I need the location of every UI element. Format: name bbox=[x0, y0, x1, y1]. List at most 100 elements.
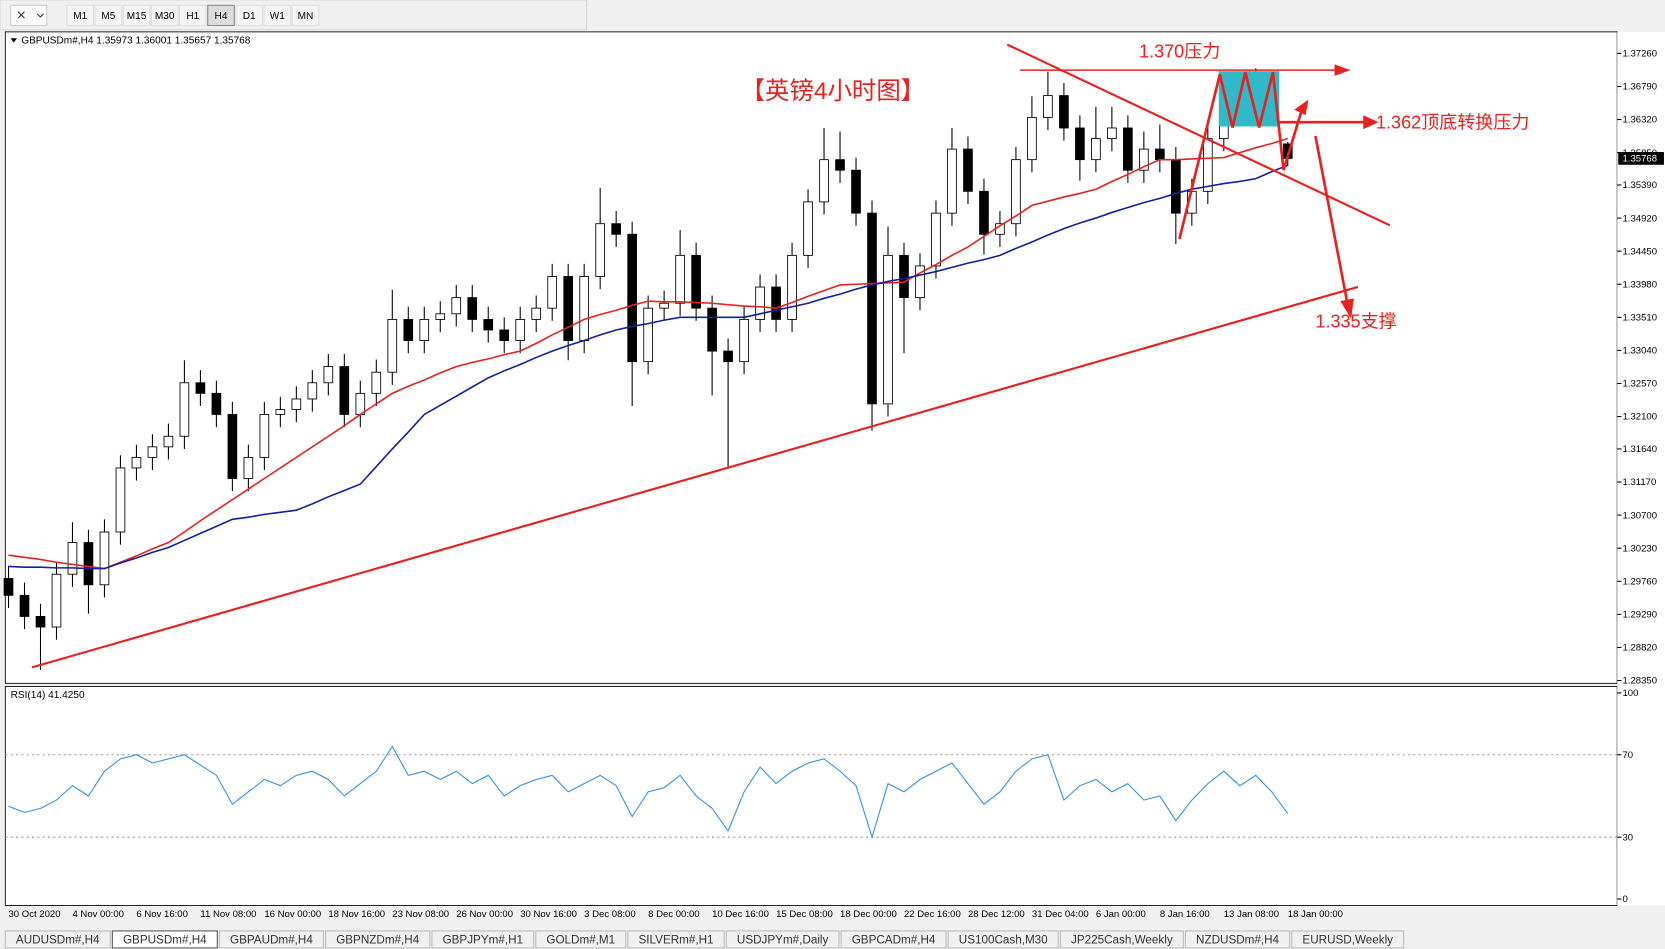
timeframe-button[interactable] bbox=[66, 4, 95, 27]
tab[interactable]: JP225Cash,Weekly bbox=[1059, 930, 1184, 949]
y-tick-label: 1.30700 bbox=[1622, 510, 1657, 521]
tab-box[interactable] bbox=[325, 930, 431, 949]
timeframe-label[interactable]: M1 bbox=[73, 11, 87, 22]
tab-label[interactable]: JP225Cash,Weekly bbox=[1071, 934, 1173, 947]
timeframe-button[interactable] bbox=[235, 4, 263, 27]
timeframe-button[interactable] bbox=[122, 4, 151, 27]
timeframe-label[interactable]: W1 bbox=[270, 11, 286, 22]
y-tick-label: 100 bbox=[1622, 688, 1638, 699]
annotation: 1.370压力 bbox=[1139, 41, 1220, 61]
arrow-head bbox=[1340, 298, 1354, 319]
tab-label[interactable]: SILVERm#,H1 bbox=[639, 934, 714, 947]
tab-label[interactable]: GBPNZDm#,H4 bbox=[336, 934, 420, 947]
timeframe-label[interactable]: M30 bbox=[155, 11, 175, 22]
timeframe-label[interactable]: MN bbox=[298, 11, 314, 22]
candle-body bbox=[947, 148, 957, 214]
tab[interactable]: GBPUSDm#,H4 bbox=[111, 930, 218, 949]
arrow-head bbox=[1363, 115, 1379, 130]
tab-label[interactable]: EURUSD,Weekly bbox=[1302, 934, 1393, 947]
tab[interactable]: US100Cash,M30 bbox=[947, 930, 1059, 949]
rsi-line bbox=[8, 745, 1289, 840]
candle-body bbox=[499, 329, 510, 341]
tab-label[interactable]: GBPCADm#,H4 bbox=[852, 934, 936, 947]
timeframe-label[interactable]: H1 bbox=[186, 11, 199, 22]
candle-body bbox=[851, 169, 861, 214]
tab-label[interactable]: NZDUSDm#,H4 bbox=[1196, 934, 1280, 947]
candle-body bbox=[931, 212, 941, 267]
candle-body bbox=[867, 212, 877, 405]
y-tick-label: 30 bbox=[1622, 832, 1633, 843]
candle-body bbox=[1011, 159, 1021, 225]
candle-body bbox=[835, 159, 845, 171]
timeframe-button[interactable] bbox=[179, 4, 207, 27]
tab-label[interactable]: US100Cash,M30 bbox=[959, 934, 1048, 947]
tab-box[interactable] bbox=[1059, 930, 1184, 949]
candle-body bbox=[979, 190, 989, 235]
tool-button[interactable] bbox=[10, 4, 48, 27]
tab-label[interactable]: AUDUSDm#,H4 bbox=[16, 934, 100, 947]
tab-box[interactable] bbox=[111, 930, 218, 949]
tab-box[interactable] bbox=[840, 930, 947, 949]
tab[interactable]: GBPNZDm#,H4 bbox=[325, 930, 431, 949]
tab[interactable]: GBPAUDm#,H4 bbox=[218, 930, 324, 949]
candle-body bbox=[963, 148, 973, 192]
tab-label[interactable]: GBPUSDm#,H4 bbox=[123, 934, 207, 947]
x-tick-label: 18 Dec 00:00 bbox=[840, 909, 897, 920]
candle-body bbox=[35, 616, 46, 628]
y-tick-label: 1.29290 bbox=[1622, 610, 1657, 621]
candle-body bbox=[755, 286, 765, 320]
y-tick-label: 1.32570 bbox=[1622, 379, 1657, 390]
timeframe-button[interactable] bbox=[150, 4, 179, 27]
x-tick-label: 18 Nov 16:00 bbox=[328, 909, 385, 920]
tab-label[interactable]: GOLDm#,M1 bbox=[546, 934, 615, 947]
tab-label[interactable]: USDJPYm#,Daily bbox=[737, 934, 829, 947]
tab-box[interactable] bbox=[4, 930, 111, 949]
tab[interactable]: GBPJPYm#,H1 bbox=[431, 930, 535, 949]
tab-box[interactable] bbox=[431, 930, 535, 949]
tab[interactable]: USDJPYm#,Daily bbox=[725, 930, 840, 949]
x-tick-label: 10 Dec 16:00 bbox=[712, 909, 769, 920]
tab-label[interactable]: GBPJPYm#,H1 bbox=[443, 934, 523, 947]
y-tick-label: 1.33040 bbox=[1622, 346, 1657, 357]
tab-box[interactable] bbox=[218, 930, 324, 949]
tab[interactable]: GOLDm#,M1 bbox=[535, 930, 627, 949]
timeframe-button[interactable] bbox=[94, 4, 123, 27]
tab-box[interactable] bbox=[947, 930, 1059, 949]
candle-body bbox=[83, 542, 94, 586]
x-tick-label: 31 Dec 04:00 bbox=[1032, 909, 1089, 920]
tab[interactable]: EURUSD,Weekly bbox=[1291, 930, 1405, 949]
timeframe-button[interactable] bbox=[263, 4, 292, 27]
tab[interactable]: SILVERm#,H1 bbox=[627, 930, 725, 949]
candle-body bbox=[1202, 138, 1213, 192]
timeframe-button[interactable] bbox=[291, 4, 320, 27]
candle-body bbox=[147, 446, 158, 458]
candle-body bbox=[19, 594, 30, 617]
timeframe-label[interactable]: M5 bbox=[101, 11, 115, 22]
x-tick-label: 30 Nov 16:00 bbox=[520, 909, 577, 920]
y-tick-label: 1.37260 bbox=[1622, 49, 1657, 60]
x-tick-label: 8 Jan 16:00 bbox=[1160, 909, 1210, 920]
rsi-panel bbox=[4, 686, 1618, 906]
y-tick-label: 1.35390 bbox=[1622, 180, 1657, 191]
x-tick-label: 16 Nov 00:00 bbox=[264, 909, 321, 920]
tab-box[interactable] bbox=[1184, 930, 1291, 949]
tab[interactable]: GBPCADm#,H4 bbox=[840, 930, 947, 949]
moving-average bbox=[8, 164, 1289, 570]
timeframe-label[interactable]: M15 bbox=[127, 11, 147, 22]
current-price-box bbox=[1618, 152, 1664, 165]
moving-average bbox=[8, 137, 1289, 570]
tab-box[interactable] bbox=[1291, 930, 1405, 949]
candle-body bbox=[723, 350, 733, 363]
x-tick-label: 6 Nov 16:00 bbox=[136, 909, 187, 920]
tab-box[interactable] bbox=[627, 930, 725, 949]
tab-box[interactable] bbox=[535, 930, 627, 949]
timeframe-label[interactable]: D1 bbox=[243, 11, 256, 22]
timeframe-label[interactable]: H4 bbox=[215, 11, 228, 22]
x-tick-label: 22 Dec 16:00 bbox=[904, 909, 961, 920]
tab[interactable]: AUDUSDm#,H4 bbox=[4, 930, 111, 949]
tab[interactable]: NZDUSDm#,H4 bbox=[1184, 930, 1291, 949]
timeframe-button[interactable] bbox=[207, 4, 235, 27]
tab-label[interactable]: GBPAUDm#,H4 bbox=[230, 934, 313, 947]
tab-box[interactable] bbox=[725, 930, 840, 949]
